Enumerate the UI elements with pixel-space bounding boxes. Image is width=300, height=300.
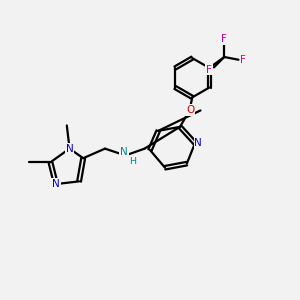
- Text: F: F: [240, 55, 246, 65]
- Text: N: N: [66, 144, 74, 154]
- Text: F: F: [206, 64, 212, 74]
- Text: N: N: [120, 147, 128, 157]
- Text: H: H: [130, 157, 136, 166]
- Text: N: N: [194, 138, 202, 148]
- Text: O: O: [186, 105, 194, 115]
- Text: F: F: [221, 34, 227, 44]
- Text: N: N: [52, 179, 60, 189]
